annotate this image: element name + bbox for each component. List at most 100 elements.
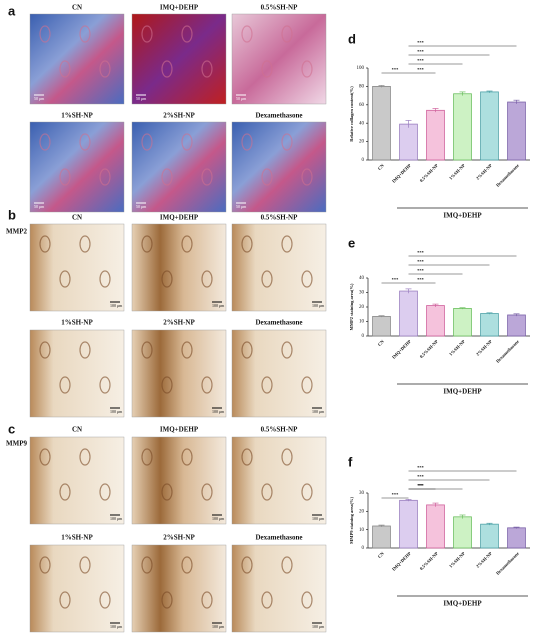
error-bar bbox=[378, 85, 385, 88]
bar bbox=[399, 290, 418, 337]
error-bar bbox=[486, 522, 493, 526]
error-bar bbox=[486, 312, 493, 315]
tissue-structure bbox=[39, 133, 51, 151]
x-tick-label: 0.5%SH-NP bbox=[419, 339, 439, 359]
image-title: 1%SH-NP bbox=[61, 534, 93, 542]
y-tick-label: 100 bbox=[357, 66, 365, 71]
image-title: 2%SH-NP bbox=[163, 112, 195, 120]
bar bbox=[453, 308, 472, 337]
image-title: 0.5%SH-NP bbox=[261, 4, 298, 12]
tissue-structure bbox=[181, 133, 193, 151]
sig-label: *** bbox=[417, 40, 425, 45]
tissue-structure bbox=[59, 60, 71, 78]
tissue-structure bbox=[39, 235, 51, 253]
group-label: IMQ+DEHP bbox=[443, 388, 482, 396]
tissue-structure bbox=[79, 556, 91, 574]
tissue-structure bbox=[181, 25, 193, 43]
scale-label: 100 μm bbox=[110, 409, 123, 414]
y-tick-label: 0 bbox=[362, 546, 365, 551]
micrograph bbox=[231, 13, 327, 105]
y-tick-label: 30 bbox=[359, 491, 365, 496]
scale-label: 50 μm bbox=[236, 204, 247, 209]
tissue-structure bbox=[261, 376, 273, 394]
tissue-structure bbox=[281, 235, 293, 253]
tissue-structure bbox=[261, 591, 273, 609]
x-tick-label: 0.5%SH-NP bbox=[419, 163, 439, 183]
error-bar bbox=[405, 288, 412, 294]
scale-label: 50 μm bbox=[34, 96, 45, 101]
x-tick-label: CN bbox=[377, 162, 386, 171]
tissue-structure bbox=[79, 235, 91, 253]
scale-label: 50 μm bbox=[136, 204, 147, 209]
image-title: CN bbox=[72, 214, 82, 222]
tissue-structure bbox=[161, 168, 173, 186]
tissue-structure bbox=[59, 270, 71, 288]
tissue-structure bbox=[181, 556, 193, 574]
tissue-structure bbox=[79, 133, 91, 151]
y-tick-label: 80 bbox=[359, 85, 365, 90]
tissue-structure bbox=[241, 235, 253, 253]
tissue-structure bbox=[281, 341, 293, 359]
image-title: 1%SH-NP bbox=[61, 319, 93, 327]
y-axis-label: MMP2 staining area(%) bbox=[349, 283, 354, 330]
micrograph bbox=[29, 121, 125, 213]
error-bar bbox=[486, 90, 493, 93]
scale-label: 100 μm bbox=[212, 303, 225, 308]
x-tick-label: IMQ+DEHP bbox=[391, 551, 412, 572]
tissue-structure bbox=[39, 341, 51, 359]
tissue-structure bbox=[161, 60, 173, 78]
bar bbox=[372, 86, 391, 161]
tissue-structure bbox=[301, 168, 313, 186]
tissue-structure bbox=[79, 25, 91, 43]
tissue-structure bbox=[99, 376, 111, 394]
tissue-structure bbox=[201, 270, 213, 288]
scale-label: 100 μm bbox=[212, 516, 225, 521]
tissue-structure bbox=[281, 133, 293, 151]
tissue-structure bbox=[181, 341, 193, 359]
tissue-structure bbox=[281, 448, 293, 466]
tissue-structure bbox=[261, 483, 273, 501]
y-tick-label: 40 bbox=[359, 276, 365, 281]
tissue-structure bbox=[301, 483, 313, 501]
tissue-structure bbox=[281, 25, 293, 43]
tissue-structure bbox=[201, 60, 213, 78]
y-tick-label: 40 bbox=[359, 121, 365, 126]
scale-label: 100 μm bbox=[312, 516, 325, 521]
tissue-structure bbox=[99, 60, 111, 78]
micrograph bbox=[231, 121, 327, 213]
marker-label: MMP2 bbox=[6, 228, 27, 236]
x-tick-label: Dexamethasone bbox=[495, 339, 520, 364]
error-bar bbox=[432, 303, 439, 307]
tissue-structure bbox=[161, 591, 173, 609]
tissue-structure bbox=[181, 448, 193, 466]
error-bar bbox=[513, 313, 520, 317]
x-tick-label: 1%SH-NP bbox=[448, 551, 466, 569]
error-bar bbox=[459, 91, 466, 96]
tissue-structure bbox=[99, 168, 111, 186]
tissue-structure bbox=[301, 591, 313, 609]
tissue-structure bbox=[261, 168, 273, 186]
bar bbox=[426, 305, 445, 337]
scale-label: 100 μm bbox=[110, 624, 123, 629]
sig-label: *** bbox=[392, 67, 400, 72]
sig-label: *** bbox=[417, 58, 425, 63]
micrograph bbox=[29, 436, 125, 525]
bar bbox=[426, 109, 445, 161]
tissue-structure bbox=[39, 556, 51, 574]
tissue-structure bbox=[261, 60, 273, 78]
tissue-structure bbox=[59, 376, 71, 394]
bar bbox=[507, 527, 526, 549]
group-label: IMQ+DEHP bbox=[443, 600, 482, 608]
error-bar bbox=[459, 514, 466, 519]
tissue-structure bbox=[201, 483, 213, 501]
y-tick-label: 60 bbox=[359, 103, 365, 108]
image-title: Dexamethasone bbox=[255, 319, 302, 327]
sig-label: *** bbox=[417, 250, 425, 255]
x-tick-label: Dexamethasone bbox=[495, 551, 520, 576]
tissue-structure bbox=[79, 448, 91, 466]
bar bbox=[507, 101, 526, 161]
group-label: IMQ+DEHP bbox=[443, 212, 482, 220]
y-tick-label: 0 bbox=[362, 158, 365, 163]
x-tick-label: 0.5%SH-NP bbox=[419, 551, 439, 571]
micrograph bbox=[29, 544, 125, 633]
